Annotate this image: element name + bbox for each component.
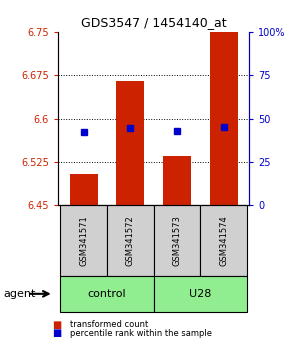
Text: GSM341572: GSM341572: [126, 215, 135, 266]
Text: ■: ■: [52, 320, 61, 330]
Title: GDS3547 / 1454140_at: GDS3547 / 1454140_at: [81, 16, 226, 29]
Text: agent: agent: [3, 289, 35, 299]
Text: GSM341573: GSM341573: [173, 215, 182, 266]
Text: percentile rank within the sample: percentile rank within the sample: [70, 329, 212, 338]
Bar: [154, 205, 200, 276]
Text: ■: ■: [52, 329, 61, 338]
Text: transformed count: transformed count: [70, 320, 148, 330]
Bar: [210, 32, 238, 205]
Bar: [60, 276, 154, 312]
Bar: [70, 173, 98, 205]
Text: GSM341571: GSM341571: [79, 215, 88, 266]
Bar: [200, 205, 247, 276]
Text: U28: U28: [189, 289, 212, 299]
Bar: [107, 205, 154, 276]
Text: control: control: [88, 289, 126, 299]
Bar: [163, 156, 191, 205]
Bar: [60, 205, 107, 276]
Bar: [116, 81, 144, 205]
Text: GSM341574: GSM341574: [219, 215, 228, 266]
Bar: [154, 276, 247, 312]
